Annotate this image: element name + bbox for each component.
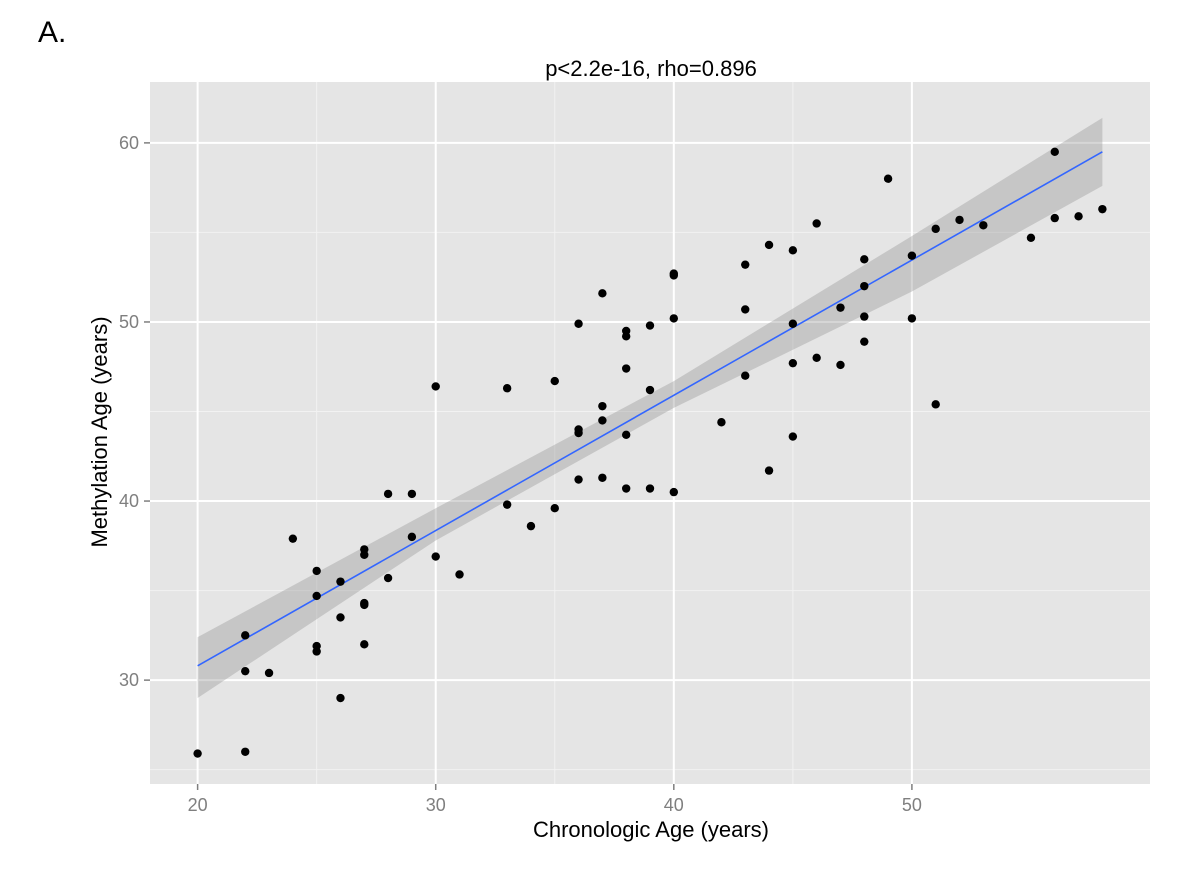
- y-tick-label: 60: [119, 133, 139, 153]
- data-point: [1050, 213, 1059, 223]
- x-tick-label: 50: [902, 795, 922, 815]
- data-point: [598, 473, 607, 482]
- data-point: [741, 371, 750, 380]
- data-point: [502, 384, 512, 393]
- data-point: [360, 640, 369, 649]
- data-point: [741, 260, 750, 269]
- data-point: [241, 666, 250, 676]
- chart-title: p<2.2e-16, rho=0.896: [545, 56, 757, 81]
- data-point: [574, 319, 583, 328]
- y-tick-label: 50: [119, 312, 139, 332]
- data-point: [669, 314, 679, 323]
- data-point: [550, 504, 559, 513]
- data-point: [907, 314, 917, 323]
- data-point: [788, 432, 798, 441]
- data-point: [717, 418, 726, 427]
- data-point: [383, 489, 393, 499]
- data-point: [741, 305, 750, 314]
- data-point: [241, 631, 250, 640]
- data-point: [193, 749, 202, 758]
- data-point: [812, 219, 821, 228]
- panel-label: A.: [38, 16, 66, 49]
- data-point: [574, 425, 583, 434]
- data-point: [407, 532, 417, 542]
- data-point: [764, 240, 774, 250]
- data-point: [336, 613, 345, 622]
- data-point: [645, 321, 655, 330]
- data-point: [812, 353, 821, 362]
- y-tick-label: 30: [119, 670, 139, 690]
- data-point: [788, 246, 798, 255]
- data-point: [836, 303, 845, 312]
- data-point: [360, 545, 369, 554]
- data-point: [264, 668, 274, 678]
- data-point: [574, 475, 583, 484]
- data-point: [312, 647, 321, 656]
- data-point: [502, 500, 512, 509]
- plot-area: 20 30 40 50 30 40 50 60: [119, 82, 1150, 815]
- data-point: [931, 224, 940, 234]
- data-point: [907, 251, 917, 260]
- data-point: [550, 376, 559, 386]
- data-point: [860, 255, 869, 264]
- data-point: [1050, 147, 1059, 157]
- data-point: [360, 598, 369, 608]
- x-axis-title: Chronologic Age (years): [533, 817, 769, 842]
- data-point: [383, 573, 393, 583]
- x-tick-label: 20: [188, 795, 208, 815]
- data-point: [431, 552, 440, 561]
- data-point: [645, 385, 655, 395]
- data-point: [336, 577, 345, 586]
- data-point: [669, 487, 679, 497]
- data-point: [336, 693, 345, 703]
- data-point: [669, 269, 679, 278]
- data-point: [860, 281, 869, 291]
- data-point: [860, 337, 869, 346]
- data-point: [312, 591, 321, 601]
- regression-line: [197, 151, 1103, 667]
- data-point: [836, 360, 845, 370]
- data-point: [979, 221, 988, 230]
- x-tick-label: 40: [664, 795, 684, 815]
- data-point: [241, 747, 250, 756]
- y-tick-label: 40: [119, 491, 139, 511]
- y-axis-title: Methylation Age (years): [87, 316, 112, 547]
- data-point: [621, 326, 631, 336]
- data-point: [883, 174, 893, 183]
- data-point: [621, 430, 631, 439]
- data-point: [621, 364, 631, 373]
- data-point: [955, 215, 964, 225]
- data-point: [645, 484, 655, 493]
- data-point: [455, 570, 464, 579]
- data-point: [1098, 204, 1107, 214]
- data-point: [598, 289, 607, 298]
- data-point: [598, 416, 607, 425]
- data-point: [431, 382, 440, 391]
- data-point: [288, 534, 298, 543]
- data-point: [621, 484, 631, 493]
- data-point: [860, 312, 869, 321]
- data-point: [526, 521, 536, 531]
- data-point: [1026, 233, 1036, 243]
- data-point: [788, 358, 798, 368]
- data-point: [407, 489, 417, 499]
- data-point: [598, 401, 607, 411]
- data-point: [931, 400, 940, 409]
- data-point: [1074, 212, 1083, 221]
- data-point: [788, 319, 798, 328]
- data-point: [312, 566, 321, 576]
- data-point: [764, 466, 774, 475]
- x-tick-label: 30: [426, 795, 446, 815]
